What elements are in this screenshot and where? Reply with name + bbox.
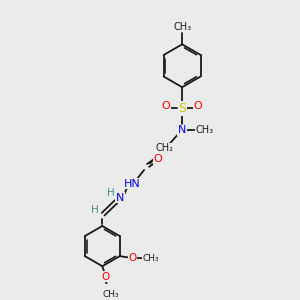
Text: O: O — [162, 101, 170, 112]
Text: CH₃: CH₃ — [173, 22, 191, 32]
Text: CH₃: CH₃ — [142, 254, 159, 263]
Text: CH₃: CH₃ — [102, 290, 119, 299]
Text: S: S — [178, 102, 186, 115]
Text: H: H — [91, 205, 99, 215]
Text: O: O — [194, 101, 203, 112]
Text: CH₃: CH₃ — [195, 125, 213, 135]
Text: O: O — [154, 154, 162, 164]
Text: N: N — [178, 125, 186, 135]
Text: CH₂: CH₂ — [156, 143, 174, 153]
Text: N: N — [116, 193, 124, 203]
Text: HN: HN — [124, 179, 141, 189]
Text: O: O — [128, 253, 136, 263]
Text: H: H — [107, 188, 115, 198]
Text: O: O — [101, 272, 110, 282]
